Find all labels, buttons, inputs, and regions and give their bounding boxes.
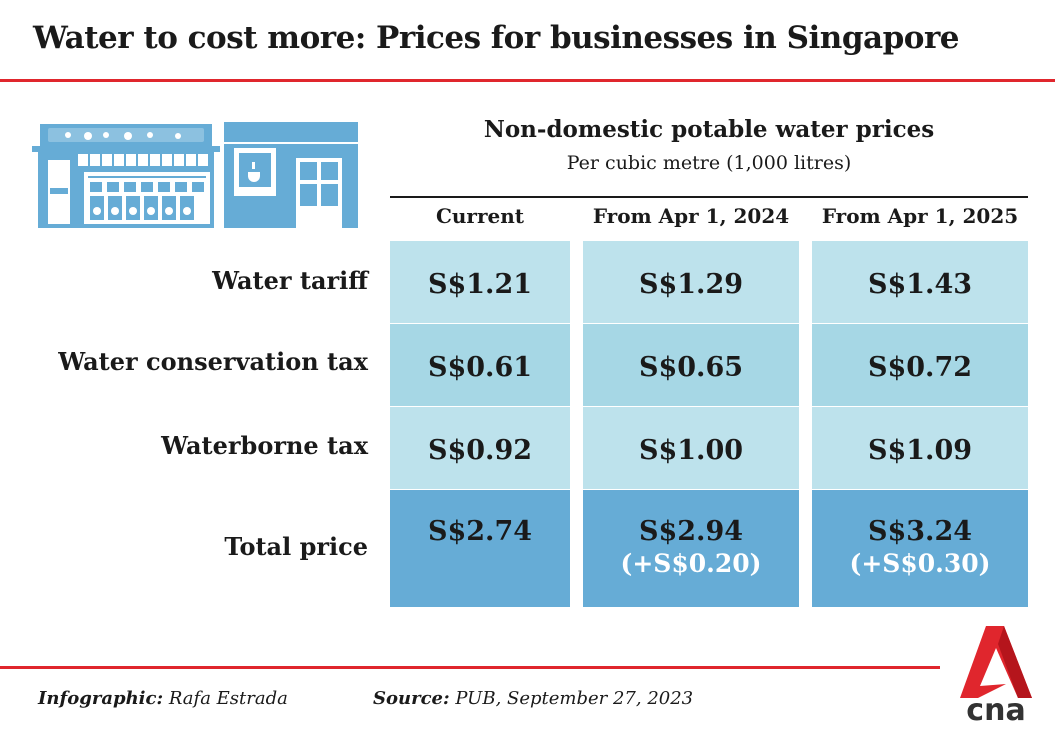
cell-value: S$0.92 <box>427 435 533 466</box>
table-cell: S$0.61 <box>390 324 570 406</box>
table-cell: S$0.92 <box>390 407 570 489</box>
table-cell: S$2.74 <box>390 490 570 607</box>
row-label-total-price: Total price <box>224 532 368 561</box>
source-label: Source: <box>373 688 450 709</box>
cell-value: S$1.43 <box>867 269 973 300</box>
cell-value: S$1.09 <box>867 435 973 466</box>
cell-change: (+S$0.20) <box>620 549 762 578</box>
credit-label: Infographic: <box>38 688 164 709</box>
row-label-conservation-tax: Water conservation tax <box>58 347 368 376</box>
cell-value: S$2.94 <box>638 516 744 547</box>
table-cell: S$2.94 (+S$0.20) <box>583 490 799 607</box>
cell-value: S$3.24 <box>867 516 973 547</box>
table-cell: S$3.24 (+S$0.30) <box>812 490 1028 607</box>
table-cell: S$1.21 <box>390 241 570 323</box>
table-cell: S$1.00 <box>583 407 799 489</box>
column-header-2025: From Apr 1, 2025 <box>821 204 1019 228</box>
cell-value: S$0.61 <box>427 352 533 383</box>
cell-value: S$1.21 <box>427 269 533 300</box>
cell-change: (+S$0.30) <box>849 549 991 578</box>
column-header-2024: From Apr 1, 2024 <box>592 204 790 228</box>
cell-value: S$2.74 <box>427 516 533 547</box>
cell-value: S$0.65 <box>638 352 744 383</box>
cell-value: S$0.72 <box>867 352 973 383</box>
shopfront-illustration <box>32 122 358 228</box>
row-label-water-tariff: Water tariff <box>212 266 368 295</box>
credit: Infographic: Rafa Estrada <box>38 688 288 709</box>
table-cell: S$0.65 <box>583 324 799 406</box>
table-cell: S$1.29 <box>583 241 799 323</box>
row-label-waterborne-tax: Waterborne tax <box>161 431 368 460</box>
column-header-current: Current <box>435 204 525 228</box>
cna-logo: cna <box>960 626 1032 722</box>
table-cell: S$1.43 <box>812 241 1028 323</box>
table-cell: S$0.72 <box>812 324 1028 406</box>
table-subtitle: Per cubic metre (1,000 litres) <box>566 152 852 174</box>
header-divider <box>390 196 1028 198</box>
credit-value: Rafa Estrada <box>168 688 288 709</box>
cell-value: S$1.00 <box>638 435 744 466</box>
title-divider <box>0 79 1055 82</box>
source: Source: PUB, September 27, 2023 <box>373 688 693 709</box>
table-title: Non-domestic potable water prices <box>483 116 935 143</box>
cna-logo-text: cna <box>966 693 1025 722</box>
source-value: PUB, September 27, 2023 <box>455 688 694 709</box>
cell-value: S$1.29 <box>638 269 744 300</box>
page-title: Water to cost more: Prices for businesse… <box>33 20 960 56</box>
footer-divider <box>0 666 940 669</box>
table-cell: S$1.09 <box>812 407 1028 489</box>
